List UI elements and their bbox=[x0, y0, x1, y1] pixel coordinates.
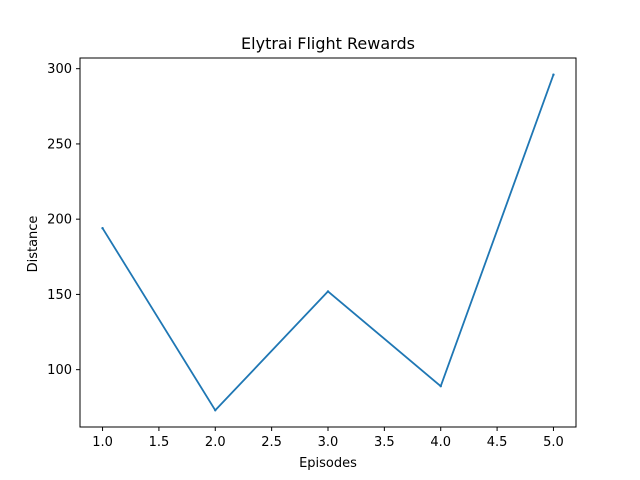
x-tick-label: 5.0 bbox=[543, 435, 564, 450]
x-axis-label: Episodes bbox=[299, 456, 357, 471]
y-tick-label: 200 bbox=[47, 213, 72, 228]
x-tick-label: 2.0 bbox=[205, 435, 226, 450]
y-tick-label: 300 bbox=[47, 62, 72, 77]
chart-title: Elytrai Flight Rewards bbox=[241, 34, 415, 53]
x-tick-label: 2.5 bbox=[261, 435, 282, 450]
y-tick-label: 150 bbox=[47, 288, 72, 303]
x-tick-label: 4.0 bbox=[430, 435, 451, 450]
x-tick-label: 1.5 bbox=[149, 435, 170, 450]
data-point bbox=[439, 385, 442, 388]
data-point bbox=[552, 73, 555, 76]
x-axis-ticks: 1.0 1.5 2.0 2.5 3.0 3.5 4.0 4.5 5.0 bbox=[92, 427, 564, 450]
x-tick-label: 3.0 bbox=[318, 435, 339, 450]
data-point bbox=[101, 227, 104, 230]
y-axis-ticks: 100 150 200 250 300 bbox=[47, 62, 80, 378]
x-tick-label: 3.5 bbox=[374, 435, 395, 450]
data-point bbox=[326, 290, 330, 293]
data-point bbox=[214, 409, 217, 412]
y-tick-label: 250 bbox=[47, 137, 72, 152]
y-tick-label: 100 bbox=[47, 363, 72, 378]
x-tick-label: 4.5 bbox=[487, 435, 508, 450]
x-tick-label: 1.0 bbox=[92, 435, 113, 450]
y-axis-label: Distance bbox=[26, 216, 41, 273]
